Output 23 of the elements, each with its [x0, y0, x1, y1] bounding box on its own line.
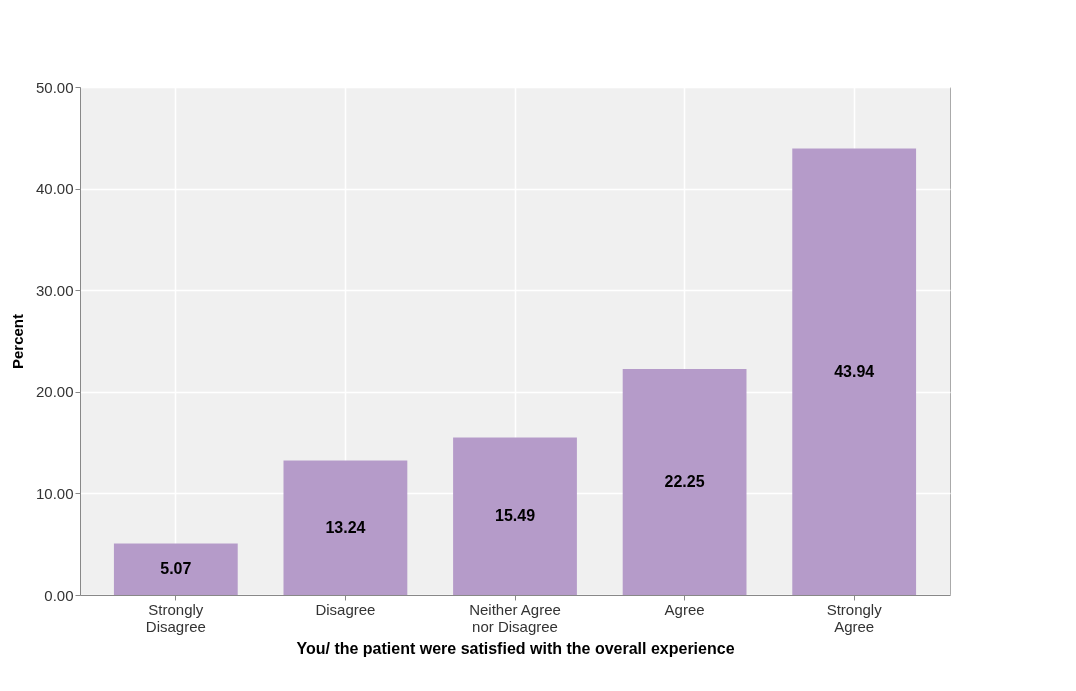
bar	[283, 460, 408, 595]
y-tick-label: 30.00	[35, 281, 74, 299]
x-tick-label: Disagree	[315, 600, 376, 618]
data-label: 43.94	[834, 362, 875, 380]
y-tick-label: 10.00	[35, 484, 74, 502]
data-label: 15.49	[494, 507, 536, 525]
bar	[622, 368, 747, 595]
x-tick-label: Agree	[664, 600, 705, 618]
y-tick-label: 0.00	[44, 586, 74, 604]
data-label: 22.25	[664, 472, 705, 490]
bar	[792, 148, 917, 595]
data-label: 13.24	[325, 518, 366, 536]
y-tick-label: 20.00	[35, 383, 74, 401]
bar	[113, 543, 238, 595]
x-tick-label: Neither Agree nor Disagree	[469, 600, 561, 635]
data-label: 5.07	[160, 560, 192, 578]
y-tick-label: 50.00	[35, 78, 74, 96]
x-tick-label: Strongly Agree	[826, 600, 883, 635]
x-tick-label: Strongly Disagree	[145, 600, 206, 635]
y-tick-label: 40.00	[35, 180, 74, 198]
bar	[453, 437, 577, 595]
x-axis-title: You/ the patient were satisfied with the overall experience	[296, 639, 735, 657]
y-axis-title: Percent	[8, 313, 26, 370]
